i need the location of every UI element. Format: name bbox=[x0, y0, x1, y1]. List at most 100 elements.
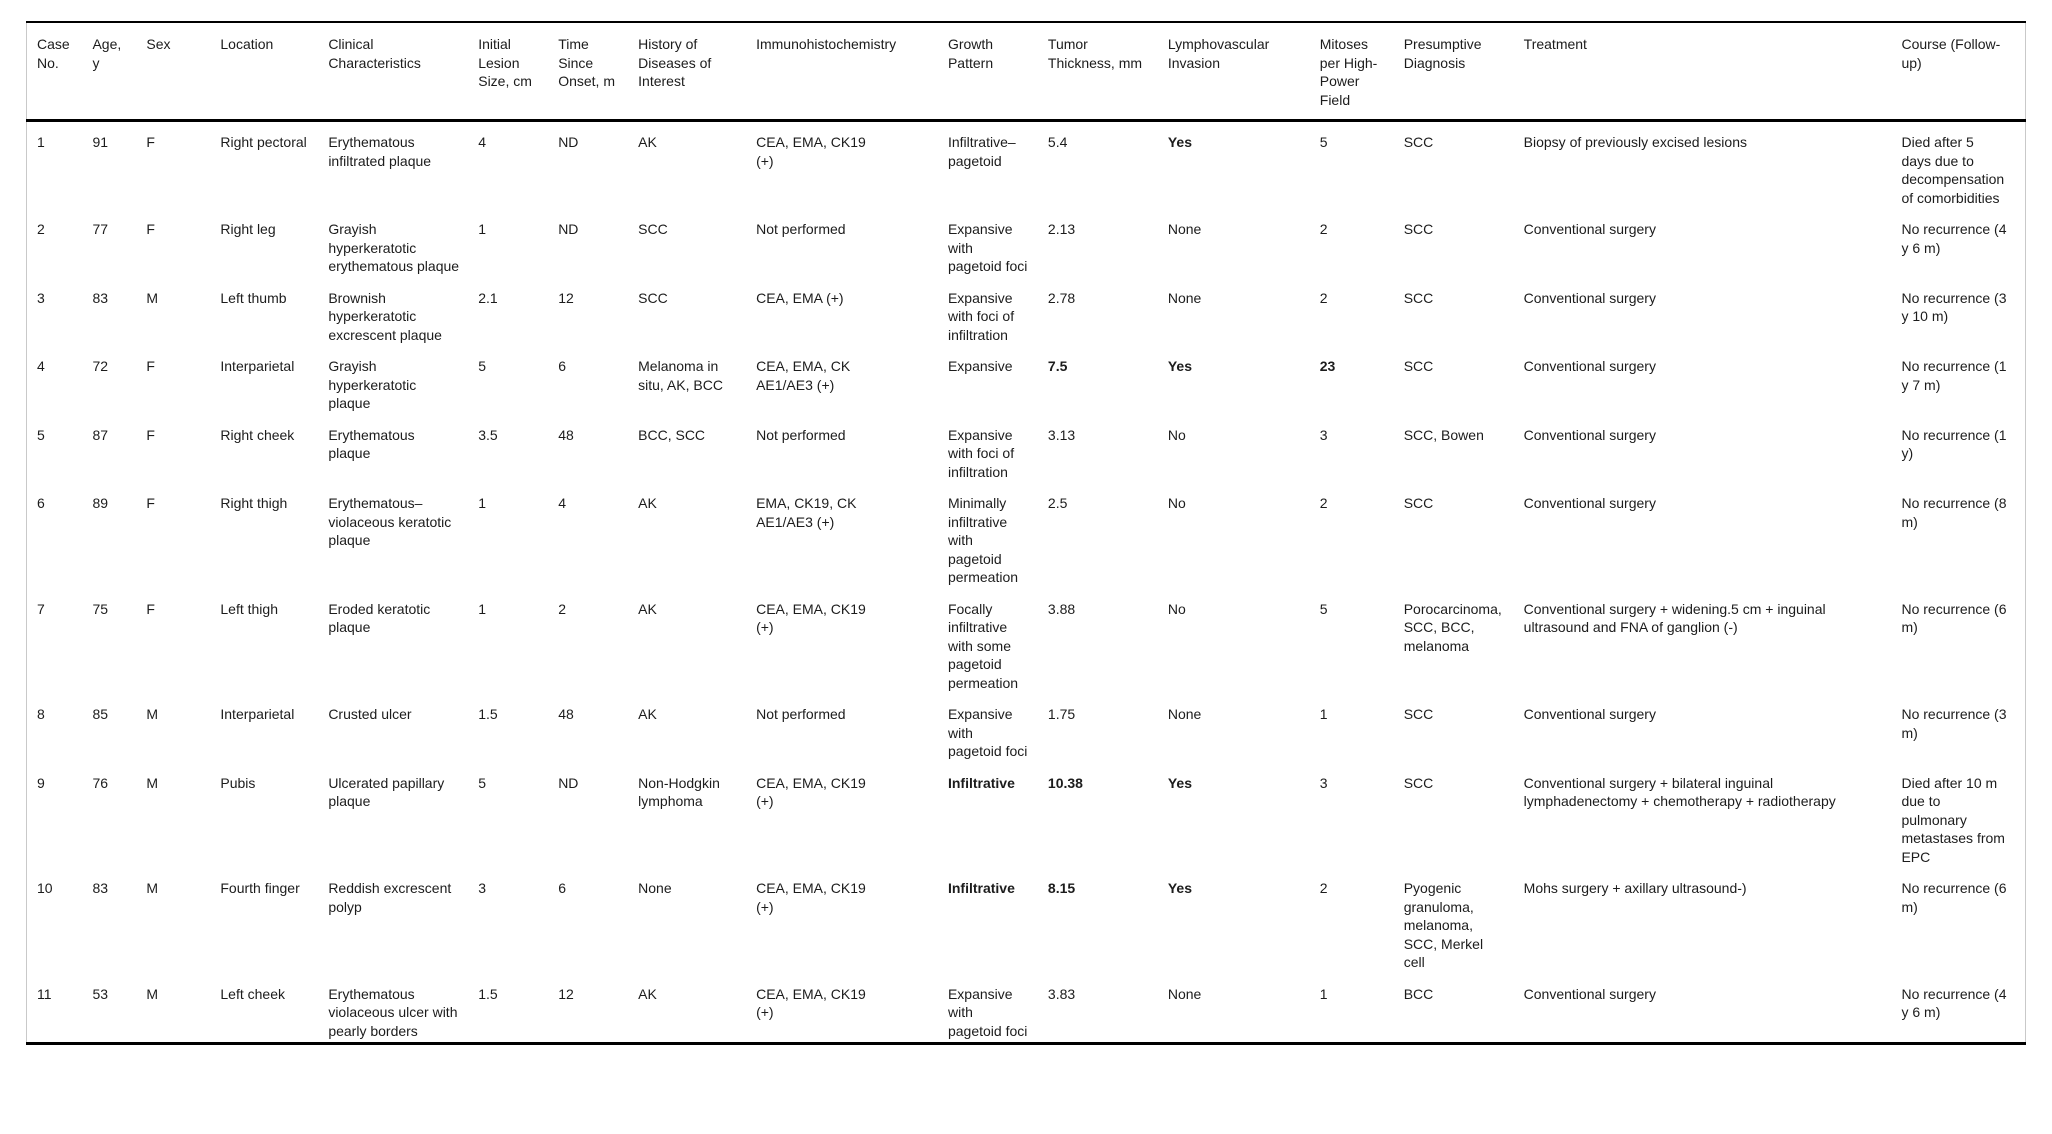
table-cell: 11 bbox=[37, 985, 52, 1002]
table-cell: Grayish hyperkeratotic erythematous plaq… bbox=[328, 221, 460, 274]
table-cell: CEA, EMA, CK19 (+) bbox=[756, 880, 866, 915]
table-cell: 48 bbox=[558, 426, 574, 443]
table-cell: 75 bbox=[92, 600, 109, 617]
table-cell: 5.4 bbox=[1047, 134, 1068, 150]
table-cell: No bbox=[1167, 495, 1186, 511]
table-cell: 2 bbox=[1319, 495, 1328, 511]
table-cell: Not performed bbox=[756, 706, 846, 722]
table-cell: Conventional surgery bbox=[1523, 985, 1656, 1002]
table-cell: 7.5 bbox=[1047, 358, 1068, 374]
table-cell: None bbox=[1167, 706, 1202, 722]
table-row: 9 76 M Pubis Ulcerated papillary plaque 5 ND No… bbox=[27, 763, 2026, 869]
table-cell: 12 bbox=[558, 289, 574, 306]
table-cell: Yes bbox=[1167, 134, 1192, 150]
table-cell: SCC bbox=[1403, 358, 1434, 374]
column-header: Case No. bbox=[26, 22, 93, 122]
table-cell: Conventional surgery bbox=[1523, 289, 1656, 306]
table-cell: 2 bbox=[1319, 880, 1328, 896]
table-cell: 6 bbox=[37, 495, 45, 511]
table-cell: Left thumb bbox=[220, 289, 287, 306]
table-cell: Focally infiltrative with some pagetoid … bbox=[947, 600, 1019, 691]
table-cell: 1 bbox=[478, 221, 487, 237]
column-header: Treatment bbox=[1523, 22, 1902, 122]
table-cell: 1 bbox=[1319, 985, 1328, 1002]
table-cell: CEA, EMA (+) bbox=[756, 289, 844, 306]
table-cell: Melanoma in situ, AK, BCC bbox=[638, 358, 723, 393]
table-cell: AK bbox=[638, 706, 657, 722]
table-cell: 3.13 bbox=[1047, 426, 1076, 443]
table-cell: M bbox=[146, 985, 159, 1002]
column-header: Tumor Thickness, mm bbox=[1047, 22, 1168, 122]
column-header: Presumptive Diagnosis bbox=[1403, 22, 1524, 122]
table-cell: 3.83 bbox=[1047, 985, 1076, 1002]
table-cell: Erythematous infiltrated plaque bbox=[328, 134, 432, 169]
table-cell: Yes bbox=[1167, 358, 1192, 374]
table-cell: 3.5 bbox=[478, 426, 498, 443]
table-cell: 3 bbox=[1319, 774, 1328, 791]
table-cell: None bbox=[1167, 985, 1202, 1002]
table-cell: 3 bbox=[37, 289, 45, 306]
table-cell: No bbox=[1167, 600, 1186, 617]
table-cell: 9 bbox=[37, 774, 45, 791]
table-cell: Conventional surgery bbox=[1523, 358, 1656, 374]
table-cell: Infiltrative bbox=[947, 880, 1015, 896]
table-cell: SCC bbox=[1403, 774, 1434, 791]
table-cell: Expansive bbox=[947, 358, 1013, 374]
table-cell: 7 bbox=[37, 600, 45, 617]
table-cell: Yes bbox=[1167, 774, 1192, 791]
table-cell: No recurrence (1 y 7 m) bbox=[1901, 358, 2007, 393]
table-cell: SCC bbox=[1403, 134, 1434, 150]
table-cell: Mohs surgery + axillary ultrasound-) bbox=[1523, 880, 1747, 896]
table-cell: Erythematous violaceous ulcer with pearl… bbox=[328, 985, 458, 1039]
table-cell: 2.5 bbox=[1047, 495, 1068, 511]
table-row: 7 75 F Left thigh Eroded keratotic plaque 1 2 A… bbox=[27, 589, 2026, 695]
table-row: 3 83 M Left thumb Brownish hyperkeratotic ex… bbox=[27, 278, 2026, 347]
table-cell: 2 bbox=[1319, 289, 1328, 306]
table-cell: No recurrence (6 m) bbox=[1901, 600, 2007, 636]
table-cell: Non-Hodgkin lymphoma bbox=[638, 774, 720, 810]
table-cell: None bbox=[638, 880, 672, 896]
table-cell: SCC bbox=[1403, 221, 1434, 237]
table-cell: 8 bbox=[37, 706, 45, 722]
column-header: Clinical Characteristics bbox=[328, 22, 479, 122]
table-cell: 1.5 bbox=[478, 706, 498, 722]
table-cell: No recurrence (1 y) bbox=[1901, 426, 2007, 462]
table-cell: Right leg bbox=[220, 221, 276, 237]
table-cell: 2 bbox=[37, 221, 45, 237]
table-cell: Interparietal bbox=[220, 358, 295, 374]
column-header: Time Since Onset, m bbox=[558, 22, 639, 122]
table-cell: Expansive with pagetoid foci bbox=[947, 706, 1028, 759]
table-cell: Expansive with pagetoid foci bbox=[947, 221, 1028, 274]
table-cell: 1.5 bbox=[478, 985, 498, 1002]
table-cell: 2.1 bbox=[478, 289, 498, 306]
header-row: Case No. Age, y Sex Location Clinical Charac… bbox=[26, 22, 2026, 122]
table-cell: 5 bbox=[1319, 600, 1328, 617]
table-cell: 2.13 bbox=[1047, 221, 1076, 237]
table-cell: CEA, EMA, CK19 (+) bbox=[756, 134, 866, 169]
table-row: 8 85 M Interparietal Crusted ulcer 1.5 48 AK Not… bbox=[27, 694, 2026, 763]
table-cell: AK bbox=[638, 985, 657, 1002]
table-cell: No recurrence (8 m) bbox=[1901, 495, 2007, 530]
table-row: 1 91 F Right pectoral Erythematous infiltrat… bbox=[27, 121, 2026, 210]
table-cell: 5 bbox=[478, 358, 487, 374]
table-cell: Died after 10 m due to pulmonary metasta… bbox=[1901, 774, 2005, 865]
table-cell: Infiltrative bbox=[947, 774, 1015, 791]
table-cell: 2 bbox=[1319, 221, 1328, 237]
table-cell: 8.15 bbox=[1047, 880, 1076, 896]
column-header: Age, y bbox=[92, 22, 147, 122]
table-cell: BCC bbox=[1403, 985, 1434, 1002]
table-cell: 2 bbox=[558, 600, 566, 617]
column-header: Initial Lesion Size, cm bbox=[478, 22, 559, 122]
table-cell: F bbox=[146, 221, 155, 237]
table-cell: SCC, Bowen bbox=[1403, 426, 1484, 443]
table-cell: M bbox=[146, 880, 159, 896]
table-cell: Brownish hyperkeratotic excrescent plaqu… bbox=[328, 289, 442, 343]
table-cell: F bbox=[146, 600, 155, 617]
table-cell: 83 bbox=[92, 880, 109, 896]
table-cell: 1.75 bbox=[1047, 706, 1076, 722]
table-cell: Yes bbox=[1167, 880, 1192, 896]
table-cell: Biopsy of previously excised lesions bbox=[1523, 134, 1747, 150]
table-cell: Infiltrative–pagetoid bbox=[947, 134, 1016, 169]
table-cell: 3.88 bbox=[1047, 600, 1076, 617]
